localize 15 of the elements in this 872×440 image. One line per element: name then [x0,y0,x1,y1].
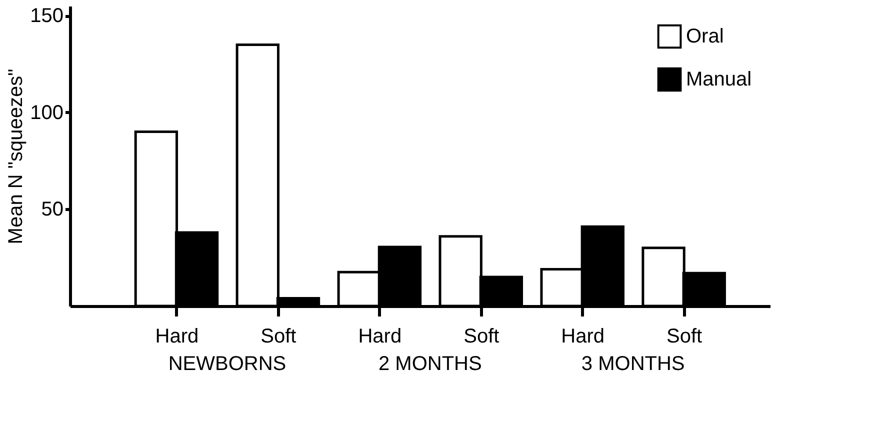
x-tick-label: Hard [561,326,605,348]
legend-label: Oral [686,26,724,48]
text: 3 MONTHS [581,353,685,375]
x-tick-label: Hard [358,326,402,348]
x-tick-label: Soft [464,326,500,348]
text: NEWBORNS [168,353,286,375]
x-tick-label: Soft [666,326,703,348]
legend-label: Manual [686,68,752,90]
text: 2 MONTHS [378,353,482,375]
y-axis-title: Mean N "squeezes" [5,68,28,244]
x-tick-label: Soft [260,326,297,348]
x-tick-label: Hard [155,326,199,348]
y-tick-label: 100 [30,102,64,124]
y-tick-label: 150 [30,5,64,28]
y-tick-label: 50 [41,198,64,221]
